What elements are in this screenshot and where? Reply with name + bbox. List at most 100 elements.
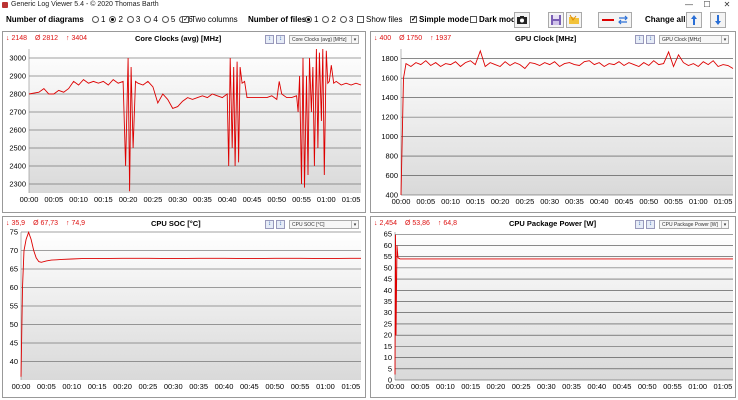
folder-icon[interactable] <box>566 12 582 28</box>
diagram-radio-dot[interactable] <box>161 16 169 23</box>
x-tick-label: 01:00 <box>316 382 335 391</box>
x-tick-label: 00:50 <box>638 382 657 391</box>
diagram-radio-2[interactable]: 2 <box>109 15 123 24</box>
series-select[interactable]: GPU Clock [MHz] ▾ <box>659 35 729 44</box>
panel-down-icon[interactable]: ↕ <box>276 220 285 229</box>
x-tick-label: 00:20 <box>487 382 506 391</box>
simple-mode-checkbox[interactable]: Simple mode <box>410 10 469 30</box>
diagram-radio-dot[interactable] <box>92 16 99 23</box>
stat-min: ↓ 2148 <box>6 35 28 42</box>
y-tick-label: 25 <box>384 319 392 328</box>
title-bar: Generic Log Viewer 5.4 - © 2020 Thomas B… <box>0 0 738 10</box>
panel-up-icon[interactable]: ↕ <box>635 35 644 44</box>
panel-up-icon[interactable]: ↕ <box>265 35 274 44</box>
panel-up-icon[interactable]: ↕ <box>635 220 644 229</box>
file-radio-dot[interactable] <box>339 16 347 23</box>
panel-down-icon[interactable]: ↕ <box>646 220 655 229</box>
chart-title: GPU Clock [MHz] <box>515 34 577 43</box>
plot-area <box>401 49 733 195</box>
x-tick-label: 01:00 <box>688 382 707 391</box>
chart-title: CPU SOC [°C] <box>151 219 201 228</box>
stat-avg: Ø 1750 <box>399 35 423 42</box>
red-line-icon[interactable] <box>598 12 632 28</box>
y-tick-label: 50 <box>10 320 18 329</box>
y-tick-label: 1200 <box>381 113 398 122</box>
diagram-radio-label: 2 <box>118 15 123 24</box>
chevron-down-icon[interactable]: ▾ <box>351 221 358 228</box>
file-radio-dot[interactable] <box>305 16 312 23</box>
window-title: Generic Log Viewer 5.4 - © 2020 Thomas B… <box>11 1 159 8</box>
app-icon <box>2 2 8 8</box>
two-columns-check[interactable] <box>182 10 189 30</box>
stat-avg: Ø 67,73 <box>33 220 58 227</box>
chevron-down-icon[interactable]: ▾ <box>721 221 728 228</box>
y-tick-label: 2600 <box>9 126 26 135</box>
series-select[interactable]: CPU SOC [°C] ▾ <box>289 220 359 229</box>
show-files-checkbox[interactable]: Show files <box>357 10 402 30</box>
y-tick-label: 30 <box>384 308 392 317</box>
y-tick-label: 40 <box>384 286 392 295</box>
y-tick-label: 2900 <box>9 72 26 81</box>
file-radio-label: 1 <box>314 15 319 24</box>
x-tick-label: 01:05 <box>714 382 733 391</box>
two-columns-checkbox[interactable]: Two columns <box>182 10 238 30</box>
stat-min: ↓ 35,9 <box>6 220 26 227</box>
dark-mode-check[interactable] <box>470 16 477 23</box>
x-tick-label: 00:35 <box>193 195 212 204</box>
diagram-radio-label: 4 <box>153 15 158 24</box>
chart-panel: ↓ 2,454 Ø 53,86 ↑ 64,8 CPU Package Power [W… <box>370 216 736 398</box>
minimize-button[interactable]: — <box>685 0 693 9</box>
x-tick-label: 00:00 <box>386 382 405 391</box>
file-radio-2[interactable]: 2 <box>322 15 336 24</box>
diagram-radio-label: 3 <box>135 15 141 24</box>
diagram-radio-1[interactable]: 1 <box>92 15 105 24</box>
diagram-radio-4[interactable]: 4 <box>144 15 158 24</box>
close-button[interactable]: ✕ <box>723 0 731 9</box>
file-radio-1[interactable]: 1 <box>305 15 318 24</box>
panel-down-icon[interactable]: ↕ <box>276 35 285 44</box>
diagram-radio-dot[interactable] <box>144 16 152 23</box>
y-tick-label: 5 <box>388 364 392 373</box>
diagram-radio-5[interactable]: 5 <box>161 15 175 24</box>
save-icon[interactable] <box>548 12 564 28</box>
arrow-up-icon[interactable] <box>686 12 702 28</box>
y-tick-label: 40 <box>10 357 18 366</box>
diagram-radio-3[interactable]: 3 <box>126 15 141 24</box>
x-tick-label: 00:10 <box>436 382 455 391</box>
simple-mode-check[interactable] <box>410 10 417 30</box>
chart-panel: ↓ 35,9 Ø 67,73 ↑ 74,9 CPU SOC [°C] ↕ ↕ CPU SOC… <box>2 216 366 398</box>
diagram-radio-dot[interactable] <box>126 16 134 23</box>
maximize-button[interactable]: ☐ <box>703 0 711 9</box>
x-tick-label: 00:45 <box>243 195 262 204</box>
x-tick-label: 00:05 <box>44 195 63 204</box>
stat-max: ↑ 64,8 <box>437 220 457 227</box>
series-select[interactable]: CPU Package Power [W] ▾ <box>659 220 729 229</box>
y-tick-label: 10 <box>384 353 392 362</box>
arrow-down-icon[interactable] <box>710 12 726 28</box>
diagram-radio-dot[interactable] <box>109 16 117 23</box>
y-tick-label: 15 <box>384 342 392 351</box>
x-tick-label: 00:25 <box>512 382 531 391</box>
x-tick-label: 00:20 <box>491 197 510 206</box>
file-radio-3[interactable]: 3 <box>339 15 353 24</box>
x-tick-label: 00:35 <box>565 197 584 206</box>
panel-down-icon[interactable]: ↕ <box>646 35 655 44</box>
panel-up-icon[interactable]: ↕ <box>265 220 274 229</box>
stat-avg: Ø 2812 <box>35 35 58 42</box>
chevron-down-icon[interactable]: ▾ <box>351 36 358 43</box>
y-tick-label: 2300 <box>9 180 26 189</box>
series-line <box>400 49 734 196</box>
show-files-check[interactable] <box>357 16 364 23</box>
y-tick-label: 60 <box>384 241 392 250</box>
chevron-down-icon[interactable]: ▾ <box>721 36 728 43</box>
dark-mode-checkbox[interactable]: Dark mod <box>470 10 516 30</box>
file-radio-label: 2 <box>331 15 336 24</box>
series-select[interactable]: Core Clocks (avg) [MHz] ▾ <box>289 35 359 44</box>
file-radio-dot[interactable] <box>322 16 330 23</box>
chart-svg: 2300 2400 2500 2600 2700 2800 2900 3000 00:00 00:… <box>9 48 362 204</box>
y-tick-label: 45 <box>384 275 392 284</box>
y-tick-label: 1800 <box>381 54 398 63</box>
series-line <box>20 231 361 377</box>
series-line <box>394 234 733 375</box>
camera-icon[interactable] <box>514 12 530 28</box>
